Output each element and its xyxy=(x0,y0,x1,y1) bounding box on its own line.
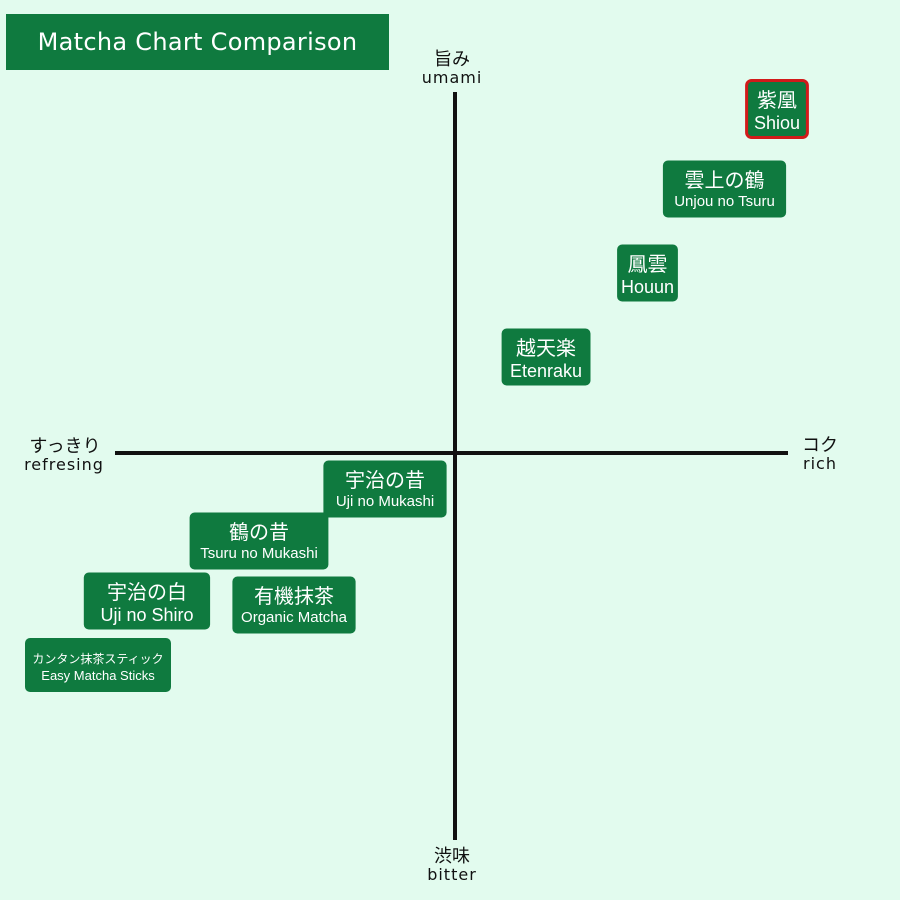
data-point-label-en: Easy Matcha Sticks xyxy=(41,668,155,683)
data-point-label-jp: 雲上の鶴 xyxy=(685,168,765,192)
axis-right-en: rich xyxy=(803,454,837,473)
data-point-label-en: Tsuru no Mukashi xyxy=(200,545,318,562)
data-point-label-en: Uji no Mukashi xyxy=(336,493,434,510)
data-point-label-en: Shiou xyxy=(754,113,800,133)
data-point-box xyxy=(662,160,787,218)
axis-bottom-jp: 渋味 xyxy=(434,846,470,867)
data-point-label-jp: カンタン抹茶スティック xyxy=(32,651,163,666)
axis-top-en: umami xyxy=(422,68,483,87)
data-point-label-jp: 宇治の昔 xyxy=(345,468,425,492)
data-point-box xyxy=(25,638,171,692)
chart-title-box: Matcha Chart Comparison xyxy=(6,14,389,70)
data-point-box xyxy=(745,79,809,139)
data-point-label-jp: 越天楽 xyxy=(516,336,576,360)
axis-right-jp: コク xyxy=(802,435,838,456)
data-point-9: カンタン抹茶スティック Easy Matcha Sticks xyxy=(25,638,171,692)
data-point-label-en: Uji no Shiro xyxy=(100,605,193,625)
axis-bottom-en: bitter xyxy=(427,865,477,884)
data-point-box xyxy=(232,576,356,634)
axis-top-jp: 旨み xyxy=(434,49,470,70)
chart-title: Matcha Chart Comparison xyxy=(37,28,358,56)
axis-left-jp: すっきり xyxy=(29,436,100,457)
data-point-label-jp: 有機抹茶 xyxy=(254,584,334,608)
data-point-box xyxy=(323,460,447,518)
data-point-label-jp: 宇治の白 xyxy=(107,580,187,604)
data-point-box xyxy=(501,328,591,386)
data-point-box xyxy=(189,512,329,570)
data-point-label-en: Organic Matcha xyxy=(241,609,348,626)
data-point-label-jp: 鶴の昔 xyxy=(229,520,289,544)
data-point-box xyxy=(617,244,678,302)
data-point-label-en: Etenraku xyxy=(510,361,582,381)
axis-left-en: refresing xyxy=(24,455,104,474)
data-point-label-jp: 鳳雲 xyxy=(628,252,668,276)
data-point-box xyxy=(83,572,211,630)
data-point-label-en: Houun xyxy=(621,277,674,297)
data-point-label-en: Unjou no Tsuru xyxy=(674,193,775,210)
data-point-label-jp: 紫凰 xyxy=(757,88,797,112)
